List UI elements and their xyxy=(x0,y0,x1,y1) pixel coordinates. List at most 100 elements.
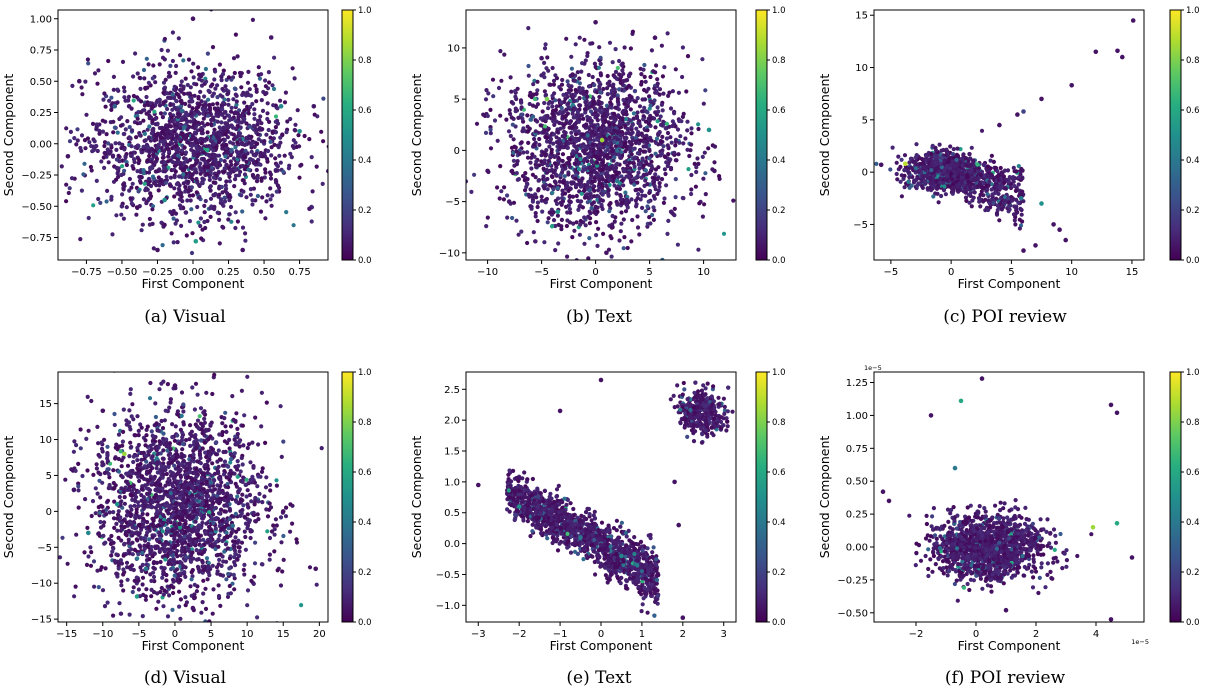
scatter-point xyxy=(111,87,116,92)
scatter-point xyxy=(587,236,592,241)
scatter-point xyxy=(130,128,135,133)
scatter-point xyxy=(249,143,254,148)
scatter-point xyxy=(117,159,122,164)
scatter-point xyxy=(309,219,314,224)
scatter-point xyxy=(145,158,150,163)
scatter-point xyxy=(213,86,218,91)
scatter-point xyxy=(474,121,480,126)
scatter-point xyxy=(874,161,879,166)
scatter-point xyxy=(683,136,688,141)
scatter-point xyxy=(190,99,195,104)
scatter-point xyxy=(598,55,603,60)
scatter-point xyxy=(536,178,541,183)
scatter-point xyxy=(520,116,525,121)
scatter-point xyxy=(577,96,582,101)
scatter-point xyxy=(277,153,282,158)
scatter-point xyxy=(282,100,288,105)
scatter-point xyxy=(1008,185,1014,191)
scatter-point xyxy=(656,188,662,193)
scatter-point xyxy=(236,173,242,178)
scatter-point xyxy=(580,61,585,66)
scatter-point xyxy=(163,180,168,185)
scatter-point xyxy=(659,102,665,107)
scatter-point xyxy=(173,88,178,93)
scatter-point xyxy=(572,98,577,104)
scatter-point xyxy=(680,114,686,119)
scatter-point xyxy=(565,180,570,185)
scatter-point xyxy=(259,72,264,77)
scatter-point xyxy=(609,254,614,259)
scatter-point xyxy=(675,127,681,132)
scatter-point xyxy=(66,190,71,196)
scatter-point xyxy=(131,98,136,103)
scatter-point xyxy=(583,167,588,172)
scatter-point xyxy=(559,217,565,222)
scatter-point xyxy=(640,193,645,198)
scatter-point xyxy=(160,115,165,120)
scatter-point xyxy=(201,156,206,162)
scatter-point xyxy=(610,149,615,154)
scatter-point xyxy=(662,196,667,201)
scatter-point xyxy=(293,140,298,145)
scatter-point xyxy=(589,169,594,174)
scatter-point xyxy=(582,151,588,156)
scatter-point xyxy=(180,116,185,121)
scatter-point xyxy=(637,232,642,237)
scatter-point xyxy=(484,88,489,93)
scatter-point xyxy=(239,140,245,145)
scatter-point xyxy=(243,238,248,243)
scatter-point xyxy=(174,91,179,96)
scatter-point xyxy=(565,210,570,215)
scatter-point xyxy=(657,184,662,189)
scatter-point xyxy=(947,184,952,189)
scatter-point xyxy=(160,129,165,134)
scatter-point xyxy=(545,176,550,182)
scatter-point xyxy=(226,171,231,176)
scatter-point xyxy=(515,86,520,91)
scatter-point xyxy=(207,185,212,190)
scatter-point xyxy=(202,210,207,215)
scatter-point xyxy=(512,163,517,168)
colorbar-frame xyxy=(755,9,768,261)
scatter-point xyxy=(118,123,124,128)
scatter-point xyxy=(272,55,277,60)
scatter-point xyxy=(552,91,557,96)
scatter-point xyxy=(712,168,717,174)
scatter-point xyxy=(94,122,99,127)
scatter-point xyxy=(575,70,580,75)
scatter-point xyxy=(140,222,145,227)
scatter-point xyxy=(121,85,127,90)
scatter-point xyxy=(183,157,188,162)
scatter-point xyxy=(648,99,653,104)
scatter-point xyxy=(599,171,604,177)
scatter-point xyxy=(895,177,900,182)
scatter-point xyxy=(541,129,546,135)
scatter-point xyxy=(939,148,944,153)
scatter-point xyxy=(595,173,600,178)
scatter-point xyxy=(972,184,977,189)
scatter-point xyxy=(210,82,215,87)
scatter-point xyxy=(508,111,513,116)
scatter-point xyxy=(153,80,158,85)
scatter-point xyxy=(255,193,260,199)
scatter-point xyxy=(201,111,206,116)
scatter-point xyxy=(548,154,553,159)
scatter-point xyxy=(605,73,610,79)
scatter-point xyxy=(219,184,224,190)
scatter-point xyxy=(64,126,69,131)
scatter-point xyxy=(227,212,232,217)
colorbar-tick-label: 0.4 xyxy=(358,156,372,166)
x-tick-label: 0.00 xyxy=(182,267,204,278)
scatter-point xyxy=(610,225,615,230)
scatter-point xyxy=(109,107,114,112)
scatter-point xyxy=(613,144,619,149)
scatter-point xyxy=(293,128,298,133)
scatter-point xyxy=(653,167,659,172)
scatter-point xyxy=(168,102,173,108)
scatter-point xyxy=(934,148,939,153)
scatter-point xyxy=(258,114,263,119)
scatter-point xyxy=(618,194,623,199)
scatter-point xyxy=(520,174,526,179)
scatter-point xyxy=(266,148,271,154)
scatter-point xyxy=(229,105,234,110)
